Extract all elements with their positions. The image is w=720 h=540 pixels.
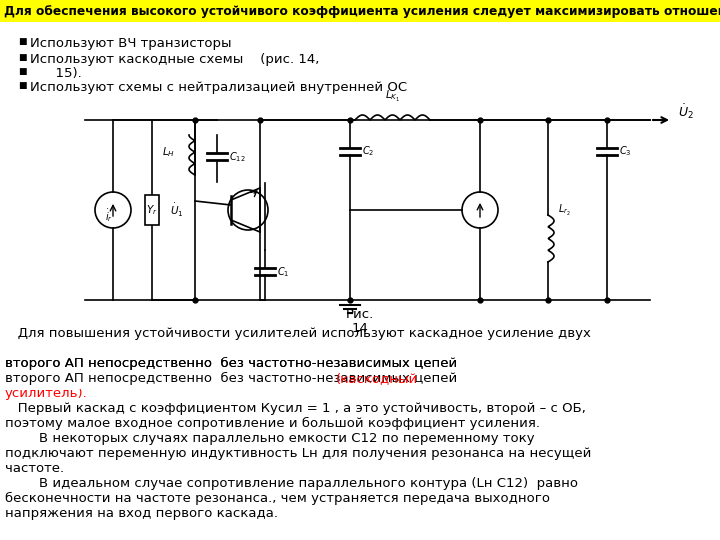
- Text: второго АП непосредственно  без частотно-независимых цепей (каскодный: второго АП непосредственно без частотно-…: [5, 372, 544, 385]
- Text: Рис.: Рис.: [346, 308, 374, 321]
- Text: $C_3$: $C_3$: [619, 144, 631, 158]
- Text: бесконечности на частоте резонанса., чем устраняется передача выходного: бесконечности на частоте резонанса., чем…: [5, 492, 550, 505]
- Text: 14: 14: [351, 322, 369, 335]
- Text: частоте.: частоте.: [5, 462, 64, 475]
- Text: $L_{r_2}$: $L_{r_2}$: [558, 202, 571, 218]
- Text: усилитель).: усилитель).: [5, 387, 88, 400]
- Text: $C_2$: $C_2$: [362, 144, 374, 158]
- Text: $\dot{U}_1$: $\dot{U}_1$: [170, 201, 184, 219]
- Text: напряжения на вход первого каскада.: напряжения на вход первого каскада.: [5, 507, 278, 520]
- Bar: [0, 370, 720, 389]
- Text: В идеальном случае сопротивление параллельного контура (Lн С12)  равно: В идеальном случае сопротивление паралле…: [5, 477, 578, 490]
- Text: ■: ■: [18, 53, 27, 62]
- Text: $L_H$: $L_H$: [162, 145, 175, 159]
- Text: ■: ■: [18, 37, 27, 46]
- Text: $C_{12}$: $C_{12}$: [229, 150, 246, 164]
- Text: усилительных приборов,  при котором выход первого АП соединяется со входом: усилительных приборов, при котором выход…: [5, 342, 580, 355]
- Bar: [145, 195, 159, 225]
- Text: $C_1$: $C_1$: [277, 265, 289, 279]
- Text: поэтому малое входное сопротивление и большой коэффициент усиления.: поэтому малое входное сопротивление и бо…: [5, 417, 540, 430]
- Text: $\dot{U}_2$: $\dot{U}_2$: [678, 103, 694, 122]
- Bar: [0, 340, 720, 359]
- Text: Первый каскад с коэффициентом Кусил = 1 , а это устойчивость, второй – с ОБ,: Первый каскад с коэффициентом Кусил = 1 …: [5, 402, 586, 415]
- Text: Для обеспечения высокого устойчивого коэффициента усиления следует максимизирова: Для обеспечения высокого устойчивого коэ…: [4, 4, 720, 17]
- Text: второго АП непосредственно  без частотно-независимых цепей: второго АП непосредственно без частотно-…: [5, 357, 462, 370]
- Text: $\dot{i}_r$: $\dot{i}_r$: [105, 207, 113, 225]
- Text: подключают переменную индуктивность Lн для получения резонанса на несущей: подключают переменную индуктивность Lн д…: [5, 447, 591, 460]
- Text: Для повышения устойчивости усилителей используют каскадное усиление двух: Для повышения устойчивости усилителей ис…: [5, 327, 591, 340]
- Bar: [0, 0, 720, 22]
- Text: Используют каскодные схемы    (рис. 14,: Используют каскодные схемы (рис. 14,: [30, 53, 320, 66]
- Text: (каскодный: (каскодный: [336, 372, 418, 385]
- Text: $Y_r$: $Y_r$: [146, 203, 158, 217]
- Text: $L_{K_1}$: $L_{K_1}$: [384, 89, 400, 104]
- Text: второго АП непосредственно  без частотно-независимых цепей: второго АП непосредственно без частотно-…: [5, 357, 462, 370]
- Text: второго АП непосредственно  без частотно-независимых цепей: второго АП непосредственно без частотно-…: [5, 372, 462, 385]
- Text: 15).: 15).: [30, 67, 82, 80]
- Text: Используют схемы с нейтрализацией внутренней ОС: Используют схемы с нейтрализацией внутре…: [30, 81, 407, 94]
- Text: В некоторых случаях параллельно емкости С12 по переменному току: В некоторых случаях параллельно емкости …: [5, 432, 535, 445]
- Text: ■: ■: [18, 67, 27, 76]
- Text: ■: ■: [18, 81, 27, 90]
- Text: Используют ВЧ транзисторы: Используют ВЧ транзисторы: [30, 37, 232, 50]
